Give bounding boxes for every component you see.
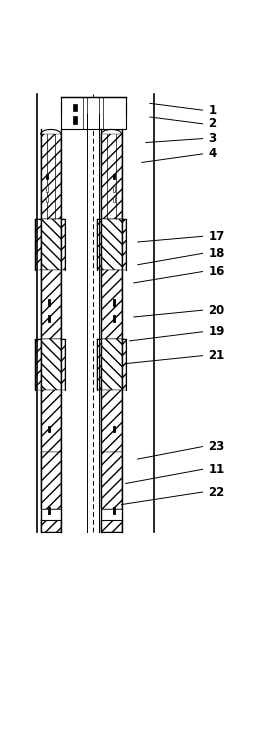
Bar	[73, 117, 77, 124]
Bar	[101, 509, 122, 520]
Text: 2: 2	[209, 117, 217, 131]
Bar	[101, 134, 122, 219]
Bar	[41, 134, 61, 219]
Bar	[101, 390, 122, 452]
Bar	[97, 219, 126, 270]
Bar	[35, 219, 65, 270]
Bar	[97, 339, 126, 390]
Bar	[46, 173, 48, 179]
Bar	[112, 186, 115, 192]
Bar	[112, 196, 115, 202]
Bar	[48, 299, 50, 306]
Bar	[41, 390, 61, 452]
Bar	[101, 270, 122, 339]
Bar	[112, 314, 115, 322]
Bar	[112, 426, 115, 432]
Bar	[46, 196, 48, 202]
Bar	[41, 339, 61, 390]
Bar	[48, 314, 50, 322]
Bar	[61, 97, 126, 129]
Text: 19: 19	[209, 325, 225, 338]
Text: 3: 3	[209, 132, 217, 145]
Text: 16: 16	[209, 265, 225, 278]
Bar	[101, 452, 122, 509]
Text: 17: 17	[209, 230, 225, 243]
Bar	[35, 339, 65, 390]
Bar	[41, 509, 61, 520]
Bar	[101, 339, 122, 390]
Text: 20: 20	[209, 303, 225, 317]
Text: 18: 18	[209, 246, 225, 260]
Text: 4: 4	[209, 148, 217, 160]
Text: 23: 23	[209, 440, 225, 453]
Bar	[101, 520, 122, 532]
Bar	[48, 426, 50, 432]
Text: 1: 1	[209, 103, 217, 117]
Bar	[41, 520, 61, 532]
Bar	[41, 219, 61, 270]
Bar	[112, 173, 115, 179]
Bar	[112, 299, 115, 306]
Bar	[48, 507, 50, 514]
Bar	[101, 219, 122, 270]
Text: 22: 22	[209, 486, 225, 499]
Bar	[73, 104, 77, 111]
Bar	[112, 507, 115, 514]
Text: 11: 11	[209, 463, 225, 476]
Bar	[41, 452, 61, 509]
Text: 21: 21	[209, 349, 225, 362]
Bar	[41, 270, 61, 339]
Bar	[46, 186, 48, 192]
